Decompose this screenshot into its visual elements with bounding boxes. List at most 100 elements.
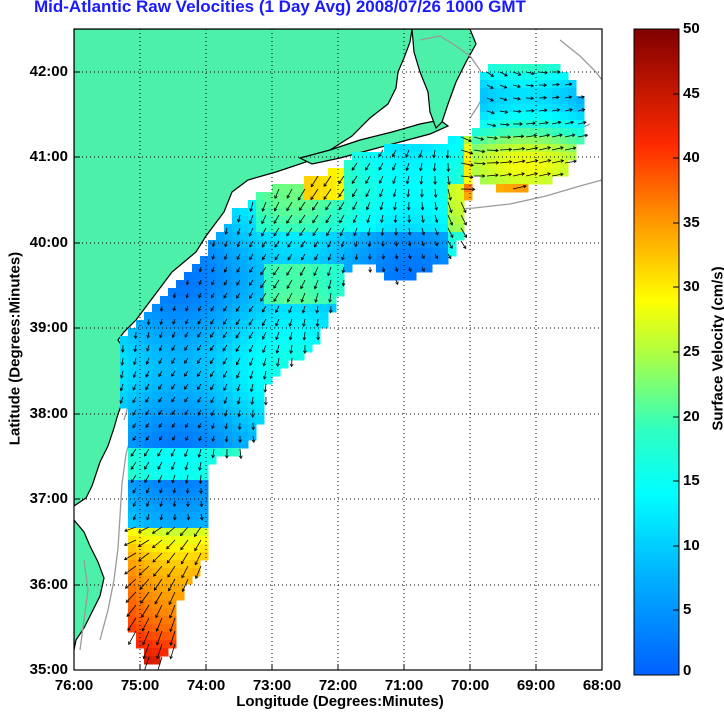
- velocity-cell: [184, 576, 193, 585]
- velocity-cell: [136, 416, 145, 425]
- velocity-arrowhead: [211, 281, 215, 286]
- velocity-cell: [544, 64, 553, 73]
- velocity-arrow: [486, 110, 495, 114]
- velocity-arrowhead: [137, 529, 142, 533]
- velocity-cell: [240, 296, 249, 305]
- velocity-cell: [224, 360, 233, 369]
- velocity-cell: [384, 160, 393, 169]
- velocity-arrow: [434, 188, 437, 198]
- velocity-arrow: [199, 461, 202, 471]
- velocity-cell: [560, 144, 569, 153]
- velocity-arrowhead: [198, 281, 202, 286]
- velocity-cell: [488, 104, 497, 113]
- velocity-arrow: [198, 305, 202, 311]
- velocity-arrow: [132, 396, 137, 403]
- velocity-cell: [344, 224, 353, 233]
- velocity-cell: [576, 104, 585, 113]
- velocity-cell: [304, 272, 313, 281]
- velocity-arrow: [300, 279, 306, 289]
- velocity-arrow: [249, 357, 254, 366]
- velocity-arrowhead: [395, 281, 399, 286]
- velocity-cell: [192, 480, 201, 489]
- velocity-arrow: [199, 279, 202, 285]
- velocity-cell: [504, 160, 513, 169]
- velocity-arrowhead: [197, 386, 201, 390]
- velocity-cell: [160, 528, 169, 537]
- velocity-arrow: [473, 136, 484, 140]
- velocity-cell: [320, 248, 329, 257]
- velocity-cell: [440, 184, 449, 193]
- velocity-cell: [176, 416, 185, 425]
- velocity-arrow: [172, 435, 176, 441]
- velocity-arrow: [260, 292, 267, 302]
- velocity-cell: [544, 152, 553, 161]
- velocity-cell: [416, 192, 425, 201]
- velocity-cell: [320, 184, 329, 193]
- velocity-arrowhead: [508, 172, 512, 177]
- velocity-cell: [192, 552, 201, 561]
- velocity-cell: [144, 632, 153, 641]
- velocity-cell: [176, 296, 185, 305]
- velocity-arrowhead: [421, 219, 425, 224]
- velocity-arrow: [551, 121, 561, 125]
- velocity-cell: [392, 200, 401, 209]
- velocity-cell: [480, 144, 489, 153]
- velocity-arrow: [288, 305, 293, 313]
- velocity-cell: [488, 80, 497, 89]
- velocity-arrowhead: [146, 321, 151, 326]
- velocity-arrowhead: [572, 146, 577, 151]
- velocity-arrow: [197, 344, 202, 351]
- velocity-cell: [136, 344, 145, 353]
- velocity-cell: [472, 136, 481, 145]
- velocity-arrowhead: [312, 219, 316, 224]
- velocity-arrow: [299, 214, 306, 224]
- velocity-arrow: [194, 526, 202, 537]
- velocity-cell: [328, 248, 337, 257]
- velocity-arrowhead: [434, 219, 439, 224]
- velocity-arrowhead: [286, 195, 290, 199]
- velocity-arrow: [433, 149, 436, 158]
- velocity-arrowhead: [198, 437, 202, 442]
- velocity-cell: [400, 232, 409, 241]
- velocity-arrow: [486, 136, 498, 139]
- velocity-arrowhead: [123, 556, 128, 561]
- velocity-arrow: [264, 383, 267, 393]
- velocity-cell: [224, 232, 233, 241]
- velocity-arrow: [367, 227, 371, 236]
- velocity-cell: [504, 80, 513, 89]
- velocity-arrow: [158, 370, 163, 377]
- velocity-cell: [312, 272, 321, 281]
- velocity-arrow: [169, 617, 176, 632]
- velocity-arrowhead: [275, 309, 279, 314]
- velocity-cell: [248, 392, 257, 401]
- velocity-cell: [304, 344, 313, 353]
- velocity-arrow: [223, 305, 228, 312]
- velocity-cell: [296, 208, 305, 217]
- velocity-cell: [512, 88, 521, 97]
- velocity-cell: [280, 248, 289, 257]
- velocity-cell: [360, 256, 369, 265]
- velocity-cell: [480, 80, 489, 89]
- velocity-cell: [168, 520, 177, 529]
- velocity-cell: [248, 376, 257, 385]
- velocity-cell: [256, 200, 265, 209]
- velocity-cell: [320, 192, 329, 201]
- velocity-cell: [136, 352, 145, 361]
- velocity-arrow: [199, 266, 202, 272]
- velocity-arrowhead: [325, 206, 329, 211]
- velocity-arrow: [341, 253, 345, 260]
- colorbar-label: Surface Velocity (cm/s): [709, 266, 724, 431]
- velocity-cell: [336, 240, 345, 249]
- velocity-cell: [392, 184, 401, 193]
- velocity-arrowhead: [145, 424, 149, 429]
- velocity-cell: [168, 496, 177, 505]
- velocity-cell: [488, 120, 497, 129]
- velocity-arrow: [355, 240, 358, 247]
- velocity-cell: [200, 336, 209, 345]
- velocity-cell: [152, 520, 161, 529]
- velocity-arrowhead: [209, 347, 214, 352]
- velocity-cell: [568, 152, 577, 161]
- velocity-arrow: [407, 188, 410, 197]
- velocity-cell: [424, 184, 433, 193]
- velocity-arrow: [303, 331, 306, 340]
